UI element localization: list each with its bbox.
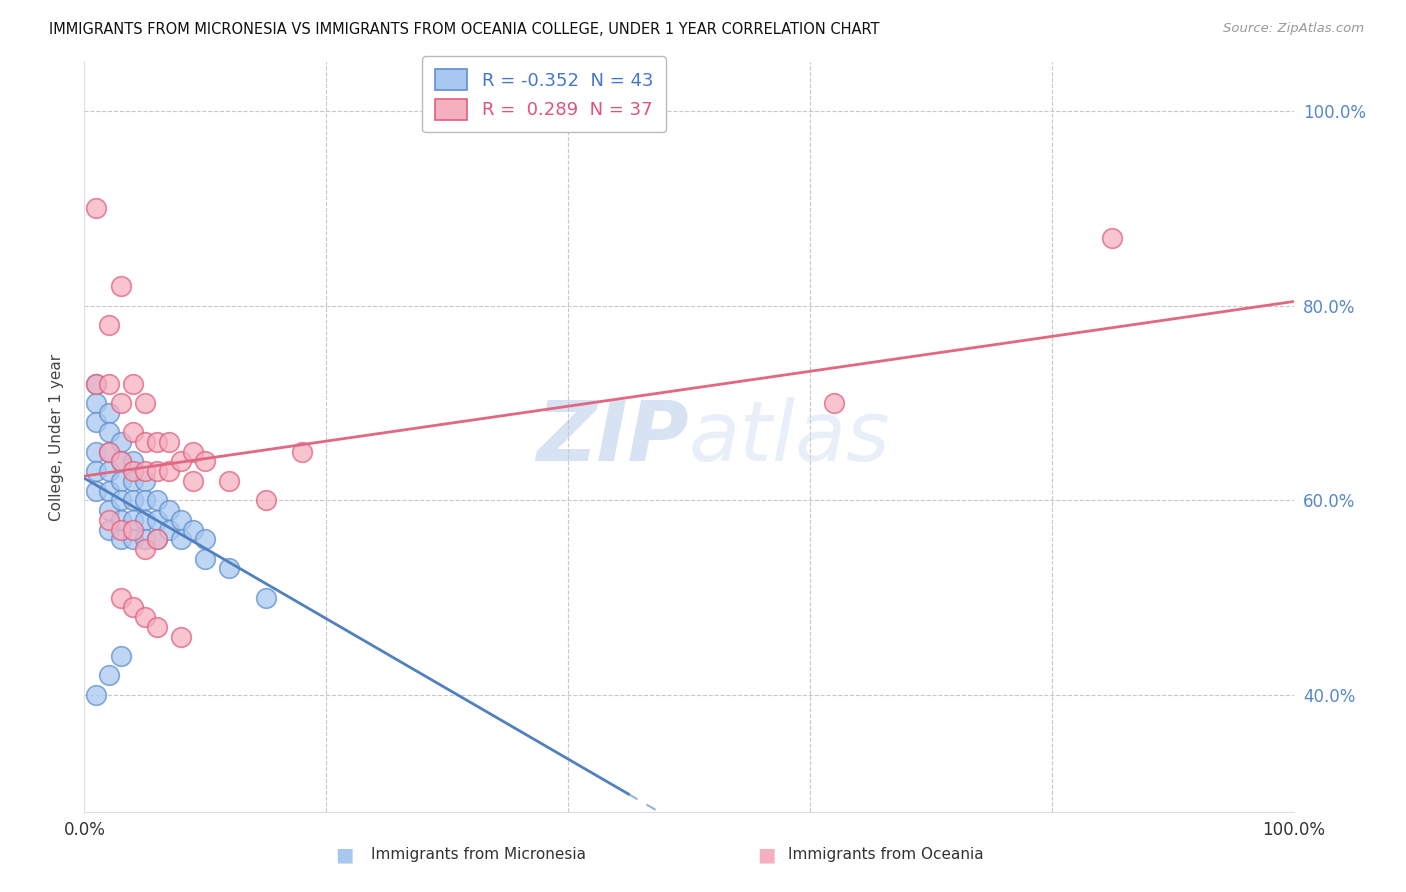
Point: [146, 620, 169, 634]
Point: [97, 523, 120, 537]
Point: [146, 513, 169, 527]
Point: [181, 444, 204, 458]
Point: [134, 541, 156, 556]
Point: [121, 474, 143, 488]
Point: [121, 600, 143, 615]
Text: ■: ■: [335, 845, 354, 864]
Text: IMMIGRANTS FROM MICRONESIA VS IMMIGRANTS FROM OCEANIA COLLEGE, UNDER 1 YEAR CORR: IMMIGRANTS FROM MICRONESIA VS IMMIGRANTS…: [49, 22, 880, 37]
Point: [110, 279, 132, 293]
Text: atlas: atlas: [689, 397, 890, 477]
Point: [97, 668, 120, 682]
Point: [121, 425, 143, 440]
Text: Source: ZipAtlas.com: Source: ZipAtlas.com: [1223, 22, 1364, 36]
Point: [134, 396, 156, 410]
Point: [110, 474, 132, 488]
Point: [134, 434, 156, 449]
Text: ZIP: ZIP: [536, 397, 689, 477]
Point: [181, 474, 204, 488]
Point: [86, 202, 108, 216]
Y-axis label: College, Under 1 year: College, Under 1 year: [49, 353, 63, 521]
Point: [146, 533, 169, 547]
Point: [110, 454, 132, 468]
Point: [121, 464, 143, 478]
Point: [146, 493, 169, 508]
Point: [823, 396, 845, 410]
Point: [157, 503, 180, 517]
Point: [110, 396, 132, 410]
Point: [146, 533, 169, 547]
Point: [97, 406, 120, 420]
Point: [146, 464, 169, 478]
Point: [170, 533, 193, 547]
Point: [97, 425, 120, 440]
Point: [86, 464, 108, 478]
Point: [97, 464, 120, 478]
Point: [218, 474, 240, 488]
Point: [97, 513, 120, 527]
Text: Immigrants from Micronesia: Immigrants from Micronesia: [371, 847, 585, 862]
Point: [1101, 230, 1123, 244]
Point: [254, 493, 277, 508]
Point: [110, 591, 132, 605]
Point: [97, 444, 120, 458]
Point: [97, 444, 120, 458]
Text: Immigrants from Oceania: Immigrants from Oceania: [787, 847, 984, 862]
Point: [121, 454, 143, 468]
Point: [110, 434, 132, 449]
Point: [157, 523, 180, 537]
Point: [121, 533, 143, 547]
Point: [134, 513, 156, 527]
Point: [157, 434, 180, 449]
Point: [86, 396, 108, 410]
Point: [86, 444, 108, 458]
Point: [170, 513, 193, 527]
Point: [181, 523, 204, 537]
Point: [218, 561, 240, 575]
Text: ■: ■: [756, 845, 776, 864]
Point: [134, 610, 156, 624]
Point: [121, 523, 143, 537]
Point: [121, 493, 143, 508]
Point: [194, 454, 217, 468]
Point: [134, 533, 156, 547]
Point: [146, 434, 169, 449]
Point: [97, 503, 120, 517]
Legend: R = -0.352  N = 43, R =  0.289  N = 37: R = -0.352 N = 43, R = 0.289 N = 37: [422, 56, 665, 133]
Point: [86, 376, 108, 391]
Point: [121, 513, 143, 527]
Point: [194, 551, 217, 566]
Point: [170, 454, 193, 468]
Point: [134, 474, 156, 488]
Point: [86, 688, 108, 702]
Point: [86, 416, 108, 430]
Point: [157, 464, 180, 478]
Point: [194, 533, 217, 547]
Point: [134, 493, 156, 508]
Point: [134, 464, 156, 478]
Point: [291, 444, 314, 458]
Point: [170, 630, 193, 644]
Point: [97, 376, 120, 391]
Point: [110, 533, 132, 547]
Point: [110, 523, 132, 537]
Point: [110, 648, 132, 663]
Point: [86, 376, 108, 391]
Point: [97, 318, 120, 333]
Point: [110, 493, 132, 508]
Point: [254, 591, 277, 605]
Point: [97, 483, 120, 498]
Point: [121, 376, 143, 391]
Point: [86, 483, 108, 498]
Point: [110, 454, 132, 468]
Point: [110, 513, 132, 527]
